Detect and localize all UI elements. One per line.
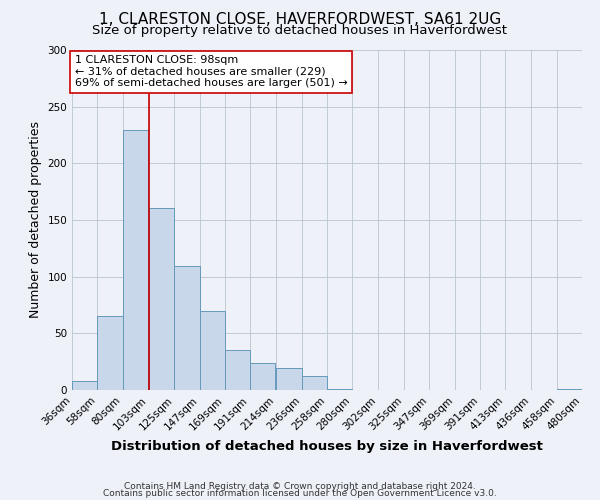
X-axis label: Distribution of detached houses by size in Haverfordwest: Distribution of detached houses by size …	[111, 440, 543, 453]
Bar	[97, 316, 122, 390]
Text: 1, CLARESTON CLOSE, HAVERFORDWEST, SA61 2UG: 1, CLARESTON CLOSE, HAVERFORDWEST, SA61 …	[99, 12, 501, 28]
Bar	[327, 389, 352, 390]
Text: Size of property relative to detached houses in Haverfordwest: Size of property relative to detached ho…	[92, 24, 508, 37]
Bar	[302, 376, 327, 390]
Bar	[225, 350, 250, 390]
Bar	[72, 381, 97, 390]
Bar	[199, 310, 225, 390]
Bar	[557, 389, 582, 390]
Y-axis label: Number of detached properties: Number of detached properties	[29, 122, 42, 318]
Bar	[122, 130, 148, 390]
Bar	[149, 208, 174, 390]
Text: Contains public sector information licensed under the Open Government Licence v3: Contains public sector information licen…	[103, 489, 497, 498]
Bar	[277, 368, 302, 390]
Bar	[250, 363, 275, 390]
Bar	[174, 266, 199, 390]
Text: Contains HM Land Registry data © Crown copyright and database right 2024.: Contains HM Land Registry data © Crown c…	[124, 482, 476, 491]
Text: 1 CLARESTON CLOSE: 98sqm
← 31% of detached houses are smaller (229)
69% of semi-: 1 CLARESTON CLOSE: 98sqm ← 31% of detach…	[74, 55, 347, 88]
